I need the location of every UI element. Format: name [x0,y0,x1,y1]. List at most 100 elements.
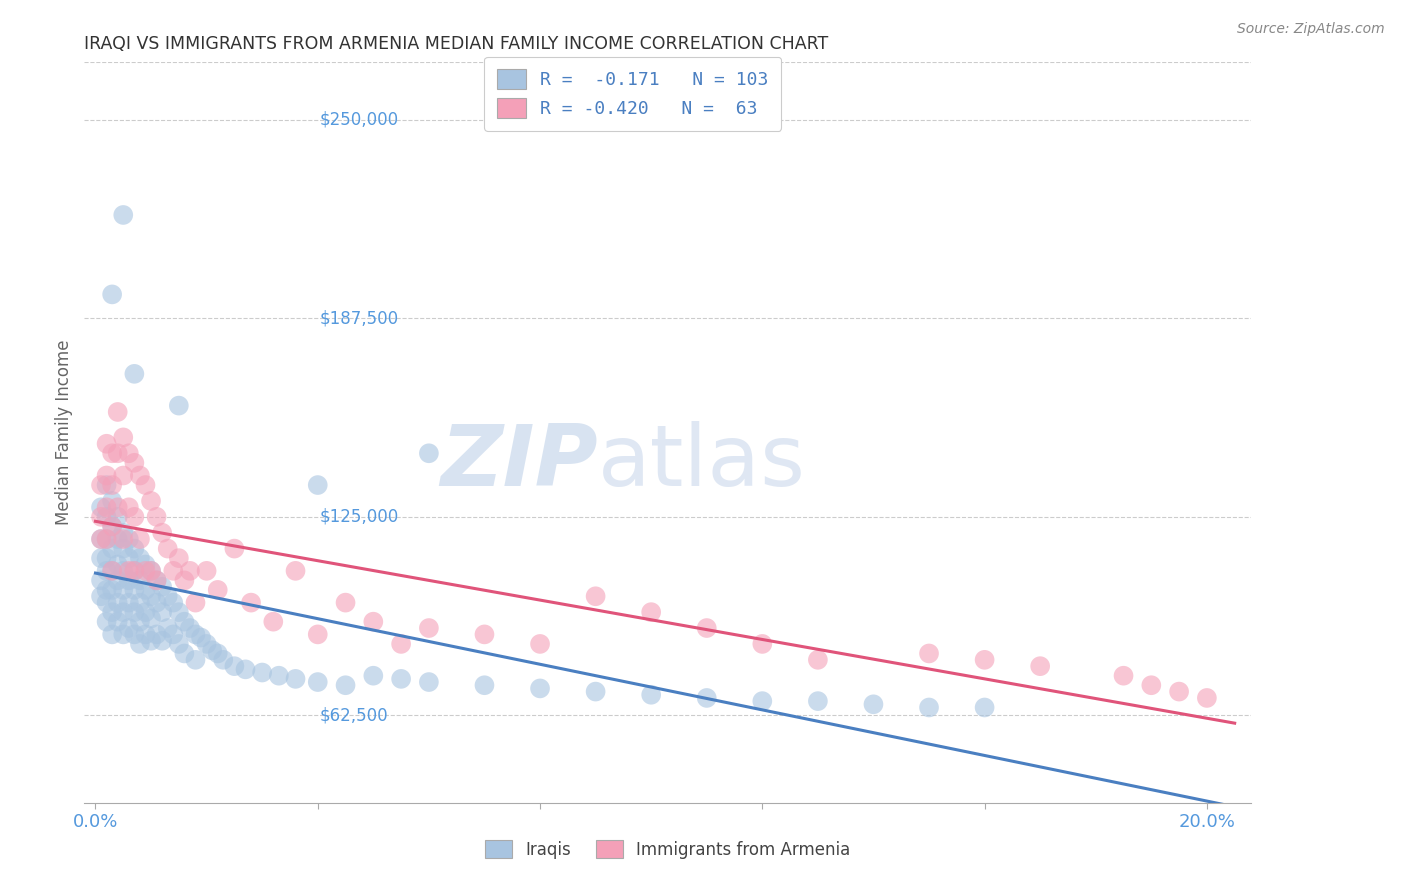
Point [107,509,129,524]
Text: atlas: atlas [598,421,806,504]
Point [134,564,156,578]
Point [145,596,167,610]
Point [145,627,167,641]
Point [156,621,179,635]
Point [90,478,112,492]
Point [101,582,124,597]
Point [167,637,190,651]
Point [207,647,229,661]
Point [134,627,156,641]
Point [173,647,195,661]
Point [129,615,152,629]
Point [139,494,162,508]
Point [201,643,224,657]
Point [235,662,257,676]
Point [195,564,218,578]
Point [1112,669,1135,683]
Text: $187,500: $187,500 [321,310,399,327]
Point [118,551,141,566]
Text: IRAQI VS IMMIGRANTS FROM ARMENIA MEDIAN FAMILY INCOME CORRELATION CHART: IRAQI VS IMMIGRANTS FROM ARMENIA MEDIAN … [84,35,828,53]
Point [250,665,273,680]
Point [101,605,124,619]
Point [101,627,124,641]
Point [145,574,167,588]
Point [207,582,229,597]
Point [184,653,207,667]
Point [101,494,124,508]
Point [640,605,662,619]
Point [184,627,207,641]
Point [162,627,184,641]
Point [696,690,718,705]
Point [150,633,173,648]
Point [1195,690,1218,705]
Point [145,509,167,524]
Point [112,627,135,641]
Point [112,541,135,556]
Point [129,468,152,483]
Point [112,582,135,597]
Point [90,500,112,515]
Point [101,519,124,533]
Point [418,621,440,635]
Point [173,615,195,629]
Point [389,637,412,651]
Point [162,564,184,578]
Point [973,653,995,667]
Point [96,596,118,610]
Point [212,653,235,667]
Point [585,684,607,698]
Point [96,478,118,492]
Point [307,478,329,492]
Point [90,509,112,524]
Point [389,672,412,686]
Point [284,564,307,578]
Point [529,681,551,696]
Point [145,574,167,588]
Point [696,621,718,635]
Point [107,405,129,419]
Point [101,564,124,578]
Point [139,564,162,578]
Point [862,698,884,712]
Point [267,669,290,683]
Point [118,596,141,610]
Point [124,605,146,619]
Point [262,615,284,629]
Point [129,551,152,566]
Point [96,509,118,524]
Point [139,611,162,625]
Point [118,564,141,578]
Point [807,653,830,667]
Point [107,446,129,460]
Point [124,627,146,641]
Point [96,468,118,483]
Point [167,399,190,413]
Point [139,633,162,648]
Point [96,532,118,546]
Point [134,605,156,619]
Point [101,446,124,460]
Point [101,564,124,578]
Point [184,596,207,610]
Point [150,580,173,594]
Point [173,574,195,588]
Point [90,532,112,546]
Point [973,700,995,714]
Point [96,551,118,566]
Point [112,605,135,619]
Point [640,688,662,702]
Point [129,637,152,651]
Point [107,615,129,629]
Point [529,637,551,651]
Point [179,621,201,635]
Point [96,615,118,629]
Text: ZIP: ZIP [440,421,598,504]
Point [162,596,184,610]
Point [156,541,179,556]
Point [139,589,162,603]
Point [118,446,141,460]
Point [585,589,607,603]
Point [1029,659,1052,673]
Point [112,468,135,483]
